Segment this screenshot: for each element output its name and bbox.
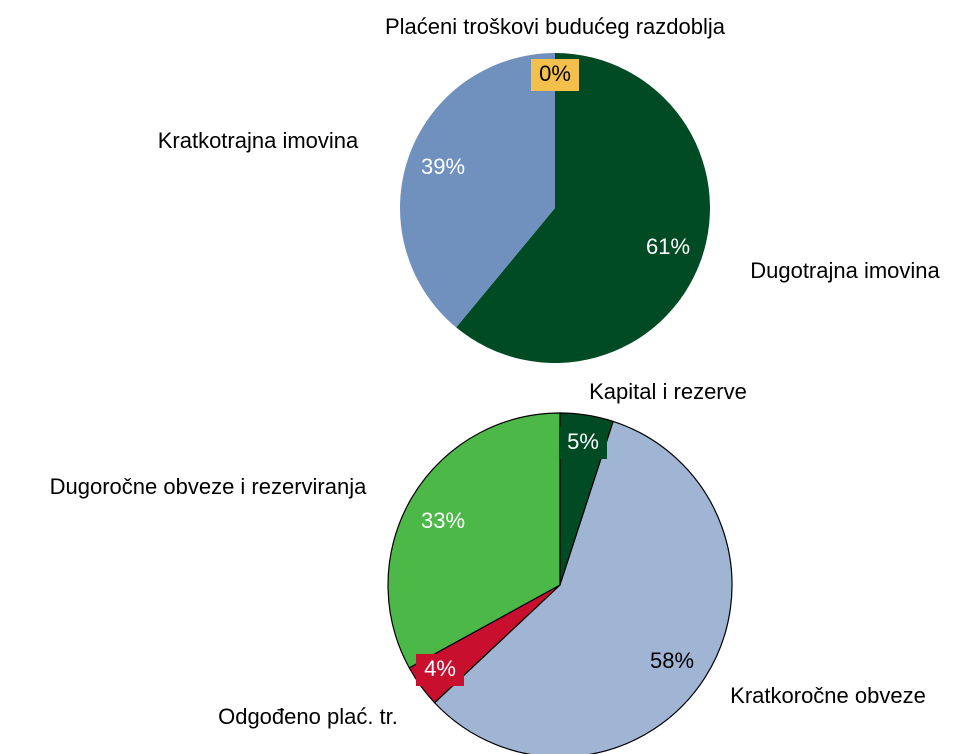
pie-slice <box>456 53 710 363</box>
label-box <box>416 654 464 686</box>
category-label: Dugotrajna imovina <box>750 258 940 283</box>
data-label: 39% <box>421 154 465 179</box>
category-label: Odgođeno plać. tr. <box>218 704 398 729</box>
data-label: 33% <box>421 508 465 533</box>
data-label: 58% <box>650 648 694 673</box>
category-label: Kratkotrajna imovina <box>158 128 359 153</box>
label-box <box>559 427 607 459</box>
data-label: 5% <box>567 429 599 454</box>
data-label: 4% <box>424 656 456 681</box>
pie-slice <box>433 420 733 754</box>
pie-slice <box>400 52 555 328</box>
category-label: Dugoročne obveze i rezerviranja <box>50 474 367 499</box>
category-label: Kapital i rezerve <box>589 379 747 404</box>
pie-slice <box>387 412 561 669</box>
data-label: 61% <box>646 234 690 259</box>
category-label: Kratkoročne obveze <box>730 683 926 708</box>
label-box <box>531 59 579 91</box>
data-label: 0% <box>539 61 571 86</box>
category-label: Plaćeni troškovi budućeg razdoblja <box>385 14 726 39</box>
